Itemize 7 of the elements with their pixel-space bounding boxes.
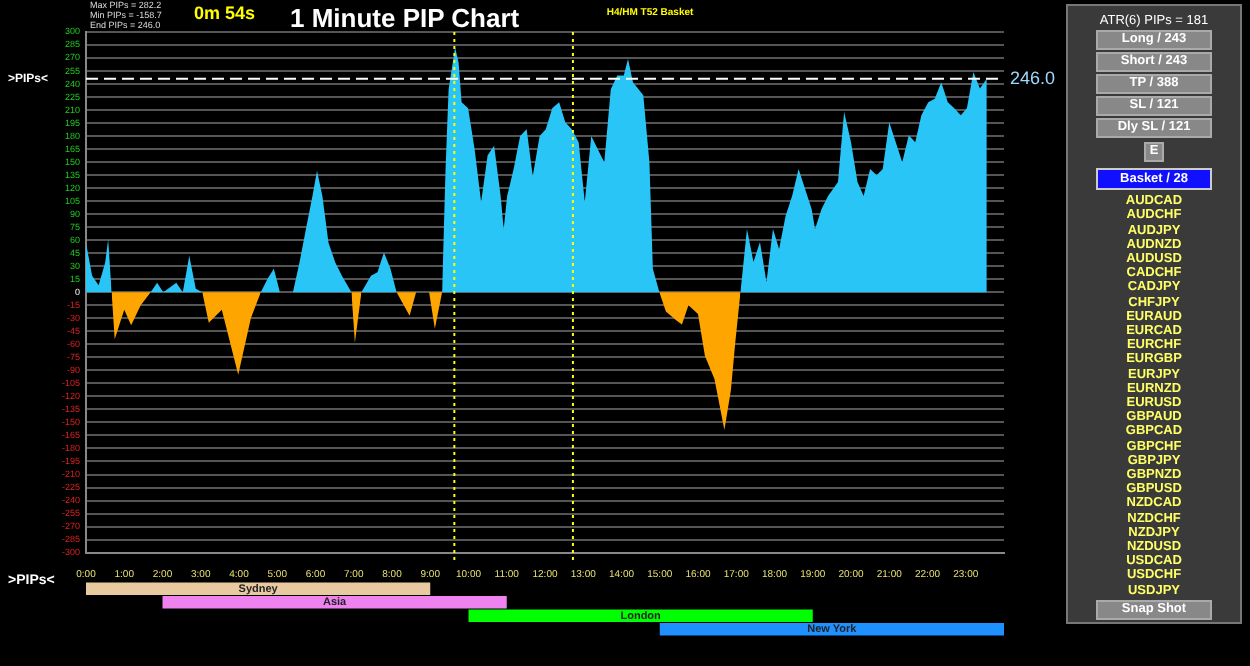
chart-title: 1 Minute PIP Chart (290, 3, 521, 34)
bar (162, 596, 507, 609)
bar (86, 582, 431, 595)
bar (468, 609, 813, 622)
ref-line-label: 246.0 (1010, 67, 1056, 88)
text: 0m 54s (194, 2, 256, 23)
bar (659, 623, 1004, 636)
